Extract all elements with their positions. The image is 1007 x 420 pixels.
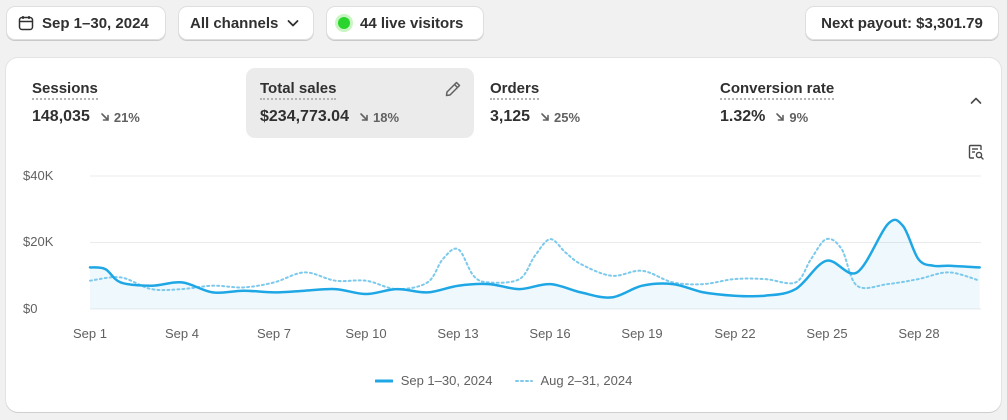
x-tick-label: Sep 10	[345, 326, 387, 341]
x-tick-label: Sep 25	[806, 326, 848, 341]
metric-value: 1.32%	[720, 108, 766, 125]
metric-total-sales[interactable]: Total sales $234,773.04 18%	[246, 68, 474, 138]
date-range-label: Sep 1–30, 2024	[42, 14, 149, 32]
live-visitors-button[interactable]: 44 live visitors	[326, 6, 484, 40]
metric-change: 21%	[100, 110, 140, 125]
y-tick-label: $0	[23, 301, 38, 316]
y-tick-label: $40K	[23, 168, 54, 183]
chevron-down-icon	[287, 20, 299, 27]
metric-label: Total sales	[260, 80, 337, 100]
legend-label: Sep 1–30, 2024	[400, 373, 493, 388]
legend-swatch-dotted	[514, 379, 533, 382]
arrow-down-right-icon	[101, 113, 109, 121]
x-tick-label: Sep 16	[529, 326, 571, 341]
arrow-down-right-icon	[360, 113, 368, 121]
metric-change-value: 18%	[372, 109, 400, 125]
series-line-current	[88, 218, 981, 299]
sales-line-chart	[88, 175, 981, 310]
live-status-dot	[338, 17, 350, 29]
metric-label: Sessions	[32, 80, 98, 100]
metric-orders[interactable]: Orders 3,125 25%	[476, 68, 696, 138]
metric-conversion-rate[interactable]: Conversion rate 1.32% 9%	[706, 68, 936, 138]
series-line-comparison	[89, 237, 981, 292]
channels-dropdown[interactable]: All channels	[178, 6, 314, 40]
channels-label: All channels	[190, 14, 279, 32]
next-payout-button[interactable]: Next payout: $3,301.79	[805, 6, 999, 40]
legend-item-current[interactable]: Sep 1–30, 2024	[374, 373, 493, 388]
metric-change-value: 21%	[113, 109, 140, 125]
arrow-down-right-icon	[541, 113, 549, 121]
x-tick-label: Sep 28	[898, 326, 940, 341]
next-payout-label: Next payout: $3,301.79	[821, 14, 983, 32]
legend-item-comparison[interactable]: Aug 2–31, 2024	[514, 373, 633, 388]
legend-label: Aug 2–31, 2024	[540, 373, 633, 388]
metric-change: 25%	[540, 110, 580, 125]
legend-swatch-solid	[374, 379, 393, 382]
date-range-button[interactable]: Sep 1–30, 2024	[6, 6, 166, 40]
metric-change-value: 9%	[789, 109, 809, 125]
x-tick-label: Sep 7	[257, 326, 291, 341]
x-tick-label: Sep 13	[437, 326, 479, 341]
live-visitors-label: 44 live visitors	[360, 14, 464, 32]
metric-value: 3,125	[490, 108, 531, 125]
x-tick-label: Sep 4	[165, 326, 199, 341]
metric-sessions[interactable]: Sessions 148,035 21%	[18, 68, 238, 138]
metric-label: Orders	[490, 80, 540, 100]
metric-value: 148,035	[32, 108, 90, 125]
metric-label: Conversion rate	[720, 80, 835, 100]
metric-change: 9%	[775, 110, 808, 125]
series-area-current	[90, 219, 980, 309]
chevron-up-icon[interactable]	[969, 94, 983, 108]
y-tick-label: $20K	[23, 234, 54, 249]
chart-legend: Sep 1–30, 2024 Aug 2–31, 2024	[6, 373, 1001, 388]
explore-report-icon[interactable]	[967, 143, 985, 161]
metric-change-value: 25%	[554, 109, 581, 125]
calendar-icon	[18, 16, 34, 31]
chart-gridlines	[90, 175, 981, 310]
metric-value: $234,773.04	[260, 108, 349, 125]
analytics-card: Sessions 148,035 21% Total sales $234,77…	[6, 58, 1001, 412]
arrow-down-right-icon	[776, 113, 785, 121]
x-tick-label: Sep 19	[621, 326, 663, 341]
x-tick-label: Sep 1	[73, 326, 107, 341]
x-tick-label: Sep 22	[714, 326, 756, 341]
pencil-icon[interactable]	[444, 80, 462, 98]
metric-change: 18%	[359, 110, 399, 125]
